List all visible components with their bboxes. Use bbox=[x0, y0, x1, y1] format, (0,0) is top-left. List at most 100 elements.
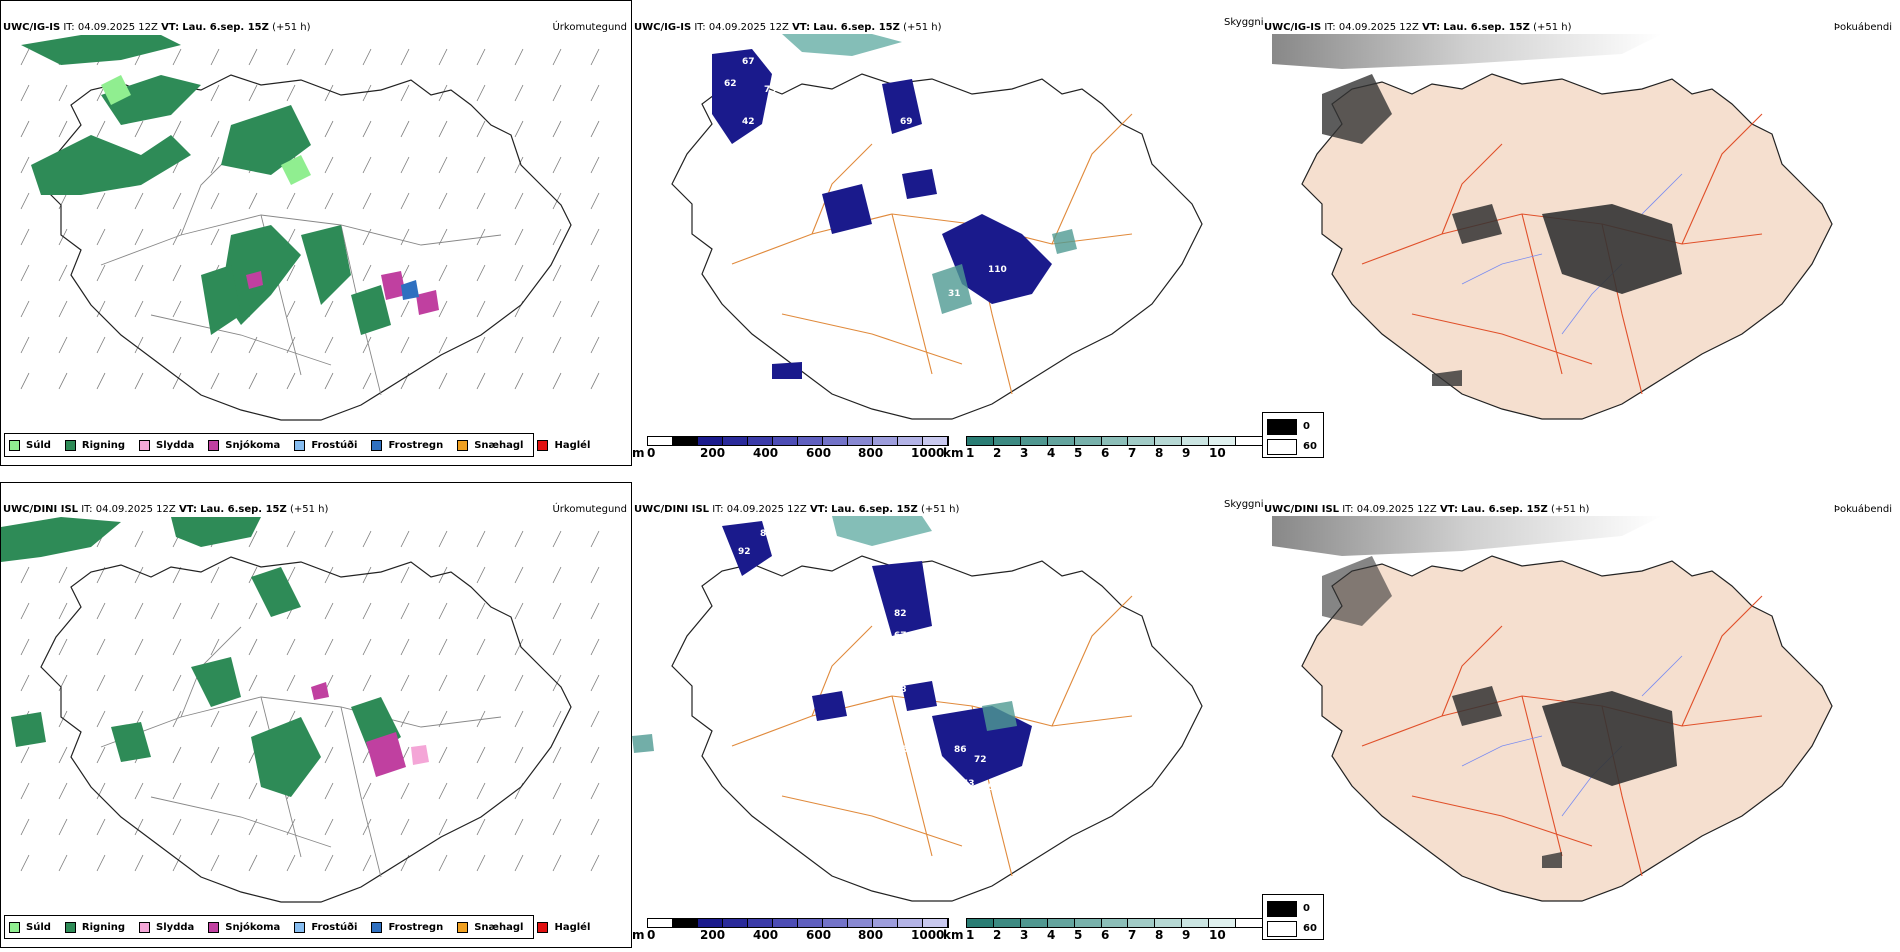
wind-barb bbox=[96, 854, 106, 872]
wind-barb bbox=[58, 746, 68, 764]
legend-swatch bbox=[457, 439, 469, 451]
wind-barb bbox=[362, 602, 372, 620]
legend-label: Snjókoma bbox=[225, 439, 281, 451]
wind-barb bbox=[514, 120, 524, 138]
wind-barb bbox=[58, 566, 68, 584]
wind-barb bbox=[476, 566, 486, 584]
ceiling-value-label: 88 bbox=[760, 529, 773, 539]
height-tick-label: 200 bbox=[700, 446, 726, 460]
wind-barb bbox=[438, 264, 448, 282]
wind-barb bbox=[324, 192, 334, 210]
wind-barb bbox=[134, 228, 144, 246]
height-scale-cell bbox=[773, 437, 798, 445]
legend-item-7: Haglél bbox=[537, 439, 590, 451]
wind-barb bbox=[172, 300, 182, 318]
wind-barb bbox=[58, 602, 68, 620]
sea-fog-area bbox=[782, 34, 902, 56]
wind-barb bbox=[476, 156, 486, 174]
ceiling-value-label: 79 bbox=[764, 135, 777, 145]
wind-barb bbox=[20, 746, 30, 764]
wind-barb bbox=[438, 120, 448, 138]
wind-barb bbox=[210, 638, 220, 656]
visibility-scale-bar bbox=[966, 918, 1264, 928]
wind-barb bbox=[58, 638, 68, 656]
visibility-tick-label: 5 bbox=[1074, 446, 1083, 460]
ceiling-value-label: 92 bbox=[738, 547, 751, 557]
fog-title: Þokuábendi bbox=[1833, 504, 1892, 515]
panel-header: UWC/DINI ISL IT: 04.09.2025 12Z VT: Lau.… bbox=[634, 504, 959, 515]
height-scale-cell bbox=[748, 437, 773, 445]
wind-barb bbox=[20, 84, 30, 102]
wind-barb bbox=[362, 228, 372, 246]
wind-barb bbox=[96, 566, 106, 584]
wind-barb bbox=[172, 602, 182, 620]
ceiling-value-label: 53 bbox=[962, 779, 975, 789]
wind-barb bbox=[400, 710, 410, 728]
snow-areas bbox=[246, 271, 439, 315]
visibility-scale-cell bbox=[1101, 437, 1129, 445]
wind-barb bbox=[96, 674, 106, 692]
visibility-scale-cell bbox=[1209, 437, 1237, 445]
wind-barb bbox=[58, 372, 68, 390]
wind-barb bbox=[400, 48, 410, 66]
model-name: UWC/IG-IS bbox=[3, 22, 61, 33]
wind-barb bbox=[514, 228, 524, 246]
wind-barb bbox=[590, 602, 600, 620]
wind-barb bbox=[248, 372, 258, 390]
ceiling-value-label: 53 bbox=[928, 641, 941, 651]
ceiling-value-label: 57 bbox=[1102, 265, 1115, 275]
wind-barb bbox=[552, 566, 562, 584]
drizzle-areas bbox=[101, 75, 311, 185]
wind-barb bbox=[58, 674, 68, 692]
legend-swatch bbox=[139, 921, 151, 933]
wind-barb bbox=[552, 854, 562, 872]
wind-barb bbox=[134, 192, 144, 210]
wind-barb bbox=[96, 818, 106, 836]
road-network bbox=[731, 595, 1133, 877]
ceiling-value-label: 31 bbox=[834, 579, 847, 589]
lead-time: (+51 h) bbox=[289, 504, 329, 515]
wind-barb bbox=[134, 854, 144, 872]
wind-barb bbox=[438, 746, 448, 764]
wind-barb bbox=[210, 566, 220, 584]
ceiling-value-label: 110 bbox=[988, 265, 1007, 275]
height-tick-label: 600 bbox=[806, 928, 832, 942]
wind-barb bbox=[324, 818, 334, 836]
wind-barb bbox=[58, 336, 68, 354]
wind-barb bbox=[590, 336, 600, 354]
wind-barb bbox=[96, 782, 106, 800]
legend-item-1: Rigning bbox=[64, 439, 125, 451]
wind-barb bbox=[210, 602, 220, 620]
wind-barb bbox=[286, 854, 296, 872]
wind-barb bbox=[134, 120, 144, 138]
wind-barb bbox=[286, 48, 296, 66]
visibility-tick-label: 6 bbox=[1101, 446, 1110, 460]
wind-barb bbox=[20, 156, 30, 174]
visibility-scale-cell bbox=[1074, 919, 1102, 927]
wind-barb bbox=[134, 638, 144, 656]
legend-swatch bbox=[9, 439, 20, 451]
model-name: UWC/DINI ISL bbox=[3, 504, 79, 515]
visibility-scale-cell bbox=[1128, 919, 1156, 927]
height-unit: m bbox=[632, 928, 645, 942]
height-tick-label: 200 bbox=[700, 928, 726, 942]
visibility-scale-cell bbox=[1128, 437, 1156, 445]
legend-label: Rigning bbox=[81, 921, 126, 933]
wind-barb bbox=[210, 372, 220, 390]
legend-swatch bbox=[457, 921, 469, 933]
wind-barb bbox=[20, 674, 30, 692]
height-scale-cell bbox=[773, 919, 798, 927]
legend-item-4: Frostúði bbox=[294, 921, 357, 933]
legend-label: Haglél bbox=[554, 921, 591, 933]
ceiling-value-label: 19 bbox=[840, 757, 853, 767]
rain-areas bbox=[1, 517, 401, 797]
visibility-scale-cell bbox=[1182, 437, 1210, 445]
wind-barb bbox=[134, 300, 144, 318]
wind-barb bbox=[210, 228, 220, 246]
visibility-scale-bar bbox=[966, 436, 1264, 446]
ceiling-value-label: 78 bbox=[894, 685, 907, 695]
height-tick-label: 400 bbox=[753, 928, 779, 942]
wind-barb bbox=[134, 530, 144, 548]
wind-barb bbox=[324, 336, 334, 354]
vt-label: VT: bbox=[809, 504, 828, 515]
